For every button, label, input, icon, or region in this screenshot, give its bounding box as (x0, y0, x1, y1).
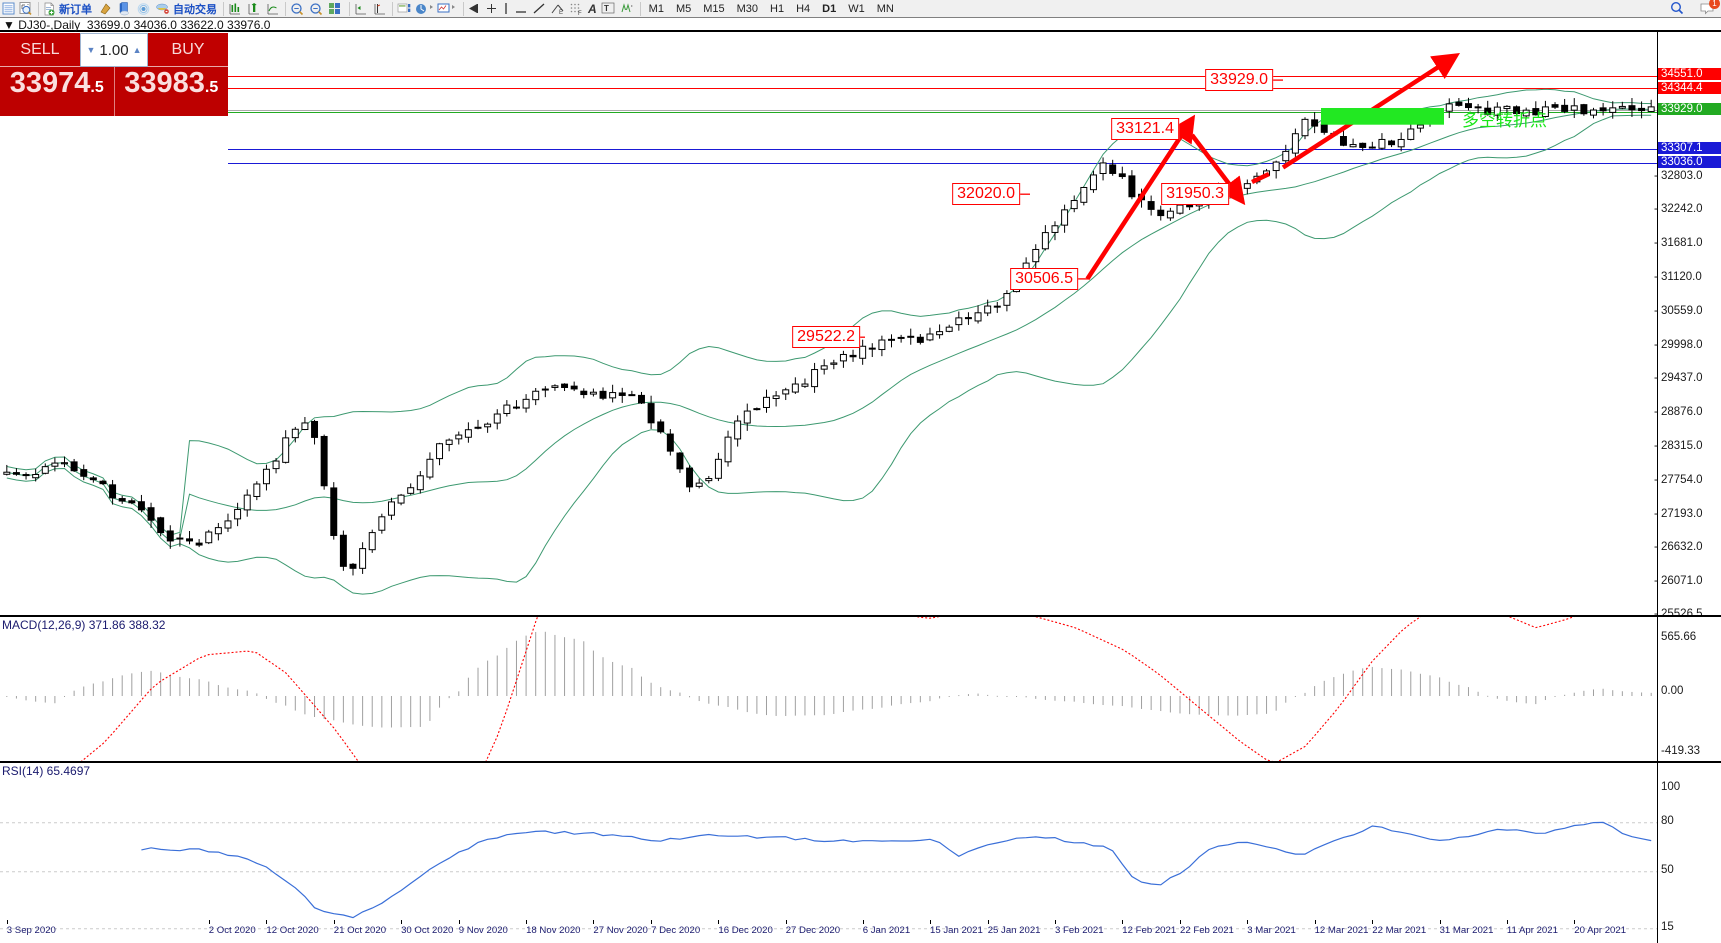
svg-text:E: E (559, 10, 563, 15)
svg-text:F: F (578, 11, 582, 15)
svg-text:T: T (604, 4, 609, 13)
